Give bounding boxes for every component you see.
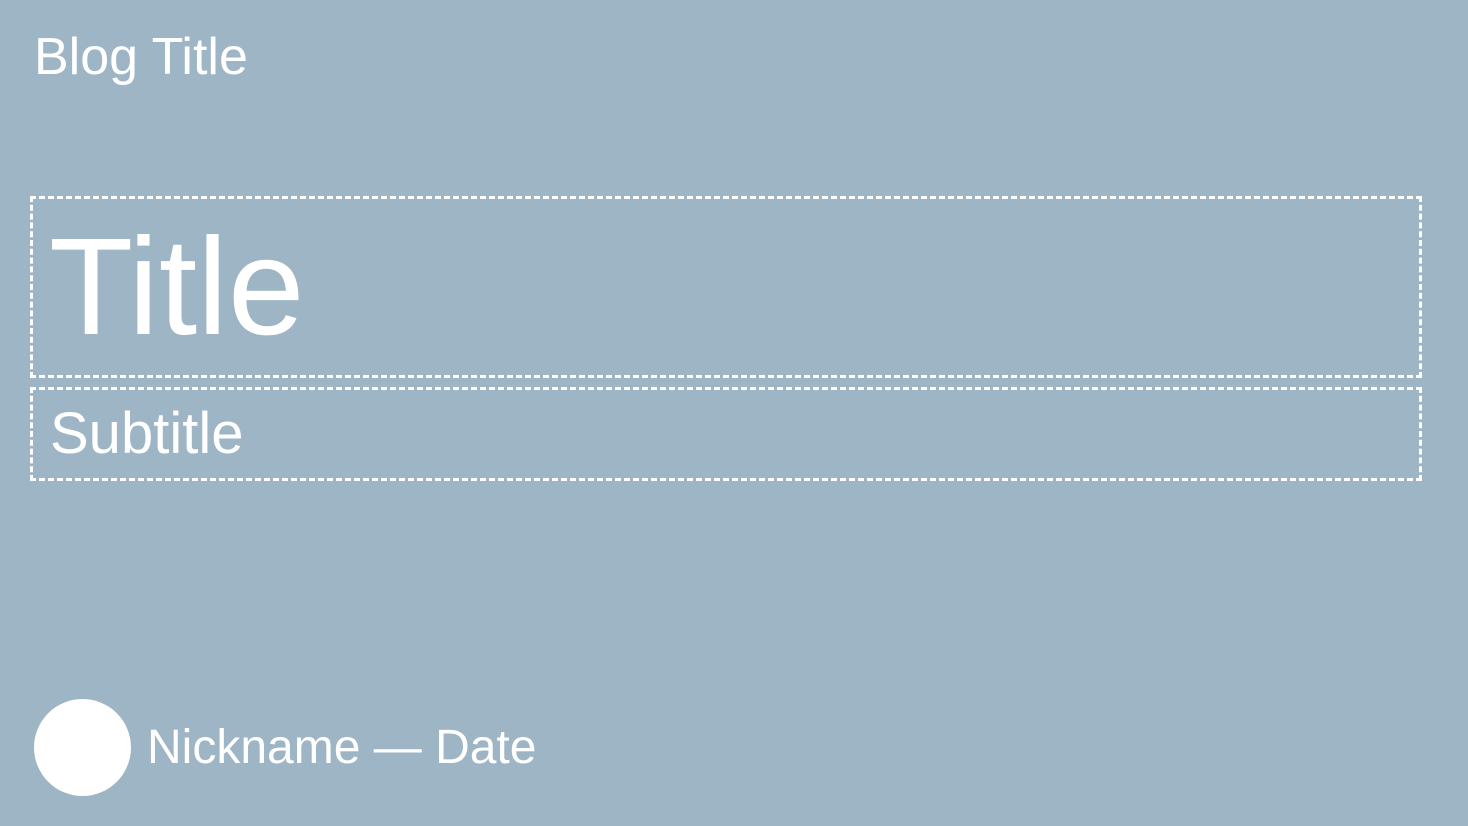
- post-title-text: Title: [49, 210, 305, 364]
- post-subtitle-field[interactable]: Subtitle: [30, 387, 1422, 481]
- author-byline: Nickname — Date: [34, 699, 536, 796]
- byline-text: Nickname — Date: [147, 720, 537, 774]
- post-title-field[interactable]: Title: [30, 196, 1422, 378]
- avatar: [34, 699, 131, 796]
- blog-title: Blog Title: [34, 28, 248, 86]
- post-subtitle-text: Subtitle: [50, 401, 244, 466]
